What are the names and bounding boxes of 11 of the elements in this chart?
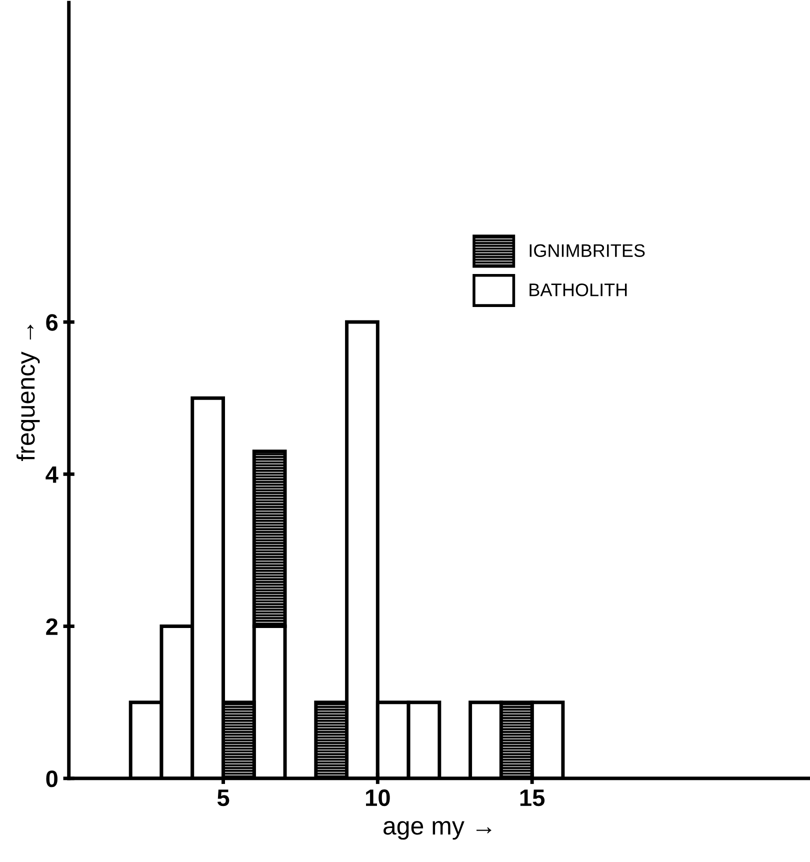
y-tick-label: 2 [46, 618, 58, 635]
legend-label: IGNIMBRITES [530, 244, 645, 257]
legend-label: BATHOLITH [530, 283, 627, 296]
x-tick-label: 10 [366, 789, 390, 806]
y-tick-label: 0 [46, 770, 58, 788]
y-axis-title: frequency → [16, 324, 40, 461]
y-tick-label: 6 [46, 314, 58, 331]
x-tick-label: 5 [217, 790, 230, 806]
x-axis-title: age my → [384, 821, 492, 840]
x-tick-label: 15 [520, 790, 545, 806]
y-tick-label: 4 [46, 466, 58, 483]
